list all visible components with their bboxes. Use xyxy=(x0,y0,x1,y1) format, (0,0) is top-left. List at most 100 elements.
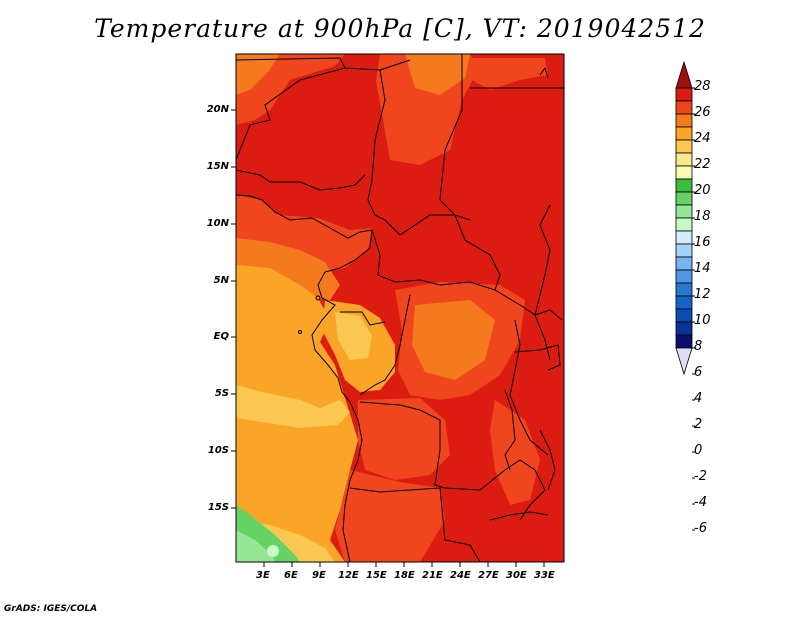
field-atlantic-light-band xyxy=(236,385,350,428)
border-angola-namibia xyxy=(349,487,471,546)
border-drc-congo xyxy=(359,294,411,396)
colorbar-label: -2 xyxy=(694,469,707,484)
border-mauritania xyxy=(236,57,346,161)
colorbar-label: 0 xyxy=(694,443,703,458)
colorbar-label: 26 xyxy=(694,105,711,120)
grads-credit: GrADS: IGES/COLA xyxy=(4,604,98,614)
border-drc-east xyxy=(509,319,549,456)
colorbar-swatch xyxy=(675,282,693,297)
lon-label: 27E xyxy=(478,570,499,581)
sao-tome-island xyxy=(298,330,302,334)
field-nw-light xyxy=(236,54,280,95)
border-malawi xyxy=(539,429,556,491)
colorbar-label: 8 xyxy=(694,339,703,354)
colorbar-label: 22 xyxy=(694,157,711,172)
colorbar-swatch xyxy=(675,334,693,349)
colorbar-label: 24 xyxy=(694,131,711,146)
field-north-light xyxy=(405,54,470,95)
chart-title: Temperature at 900hPa [C], VT: 201904251… xyxy=(94,14,706,43)
colorbar-swatch xyxy=(675,178,693,193)
colorbar-label: 10 xyxy=(694,313,711,328)
colorbar-swatch xyxy=(675,100,693,115)
colorbar-label: -6 xyxy=(694,521,707,536)
colorbar-swatch xyxy=(675,204,693,219)
colorbar-label: 2 xyxy=(694,417,703,432)
border-congo-north xyxy=(371,229,536,316)
colorbar-label: -4 xyxy=(694,495,707,510)
colorbar-swatch xyxy=(675,217,693,232)
lat-label: 10S xyxy=(207,445,229,456)
lon-label: 15E xyxy=(366,570,387,581)
colorbar-swatch xyxy=(675,295,693,310)
lon-label: 33E xyxy=(534,570,555,581)
colorbar-swatch xyxy=(675,321,693,336)
sinai-coast xyxy=(539,66,549,79)
colorbar-swatch xyxy=(675,126,693,141)
lat-label: 15S xyxy=(207,502,229,513)
colorbar-bottom-triangle xyxy=(675,347,693,376)
colorbar-label: 4 xyxy=(694,391,703,406)
border-tanganyika xyxy=(504,389,516,471)
lon-label: 3E xyxy=(256,570,270,581)
field-ne-orange xyxy=(470,58,548,90)
colorbar-label: 12 xyxy=(694,287,711,302)
lon-label: 9E xyxy=(312,570,326,581)
colorbar-swatch xyxy=(675,230,693,245)
colorbar-label: 20 xyxy=(694,183,711,198)
border-uganda xyxy=(534,309,563,321)
colorbar-swatch xyxy=(675,139,693,154)
lat-label: 10N xyxy=(206,218,229,229)
colorbar-swatch xyxy=(675,269,693,284)
colorbar-swatch xyxy=(675,87,693,102)
country-borders xyxy=(236,54,564,562)
lat-label: 5S xyxy=(214,388,229,399)
field-gabon-light xyxy=(335,312,372,360)
colorbar-swatch xyxy=(675,243,693,258)
colorbar-label: 16 xyxy=(694,235,711,250)
border-botswana xyxy=(469,544,481,562)
lon-label: 6E xyxy=(284,570,298,581)
lon-label: 24E xyxy=(450,570,471,581)
colorbar-label: 6 xyxy=(694,365,703,380)
border-drc-angola xyxy=(359,401,446,489)
field-east-orange xyxy=(490,400,540,505)
colorbar-swatch xyxy=(675,191,693,206)
border-south-sudan-east xyxy=(534,204,551,361)
lon-label: 21E xyxy=(422,570,443,581)
temperature-field xyxy=(236,54,564,562)
border-chad-sudan xyxy=(439,54,471,221)
lon-label: 30E xyxy=(506,570,527,581)
lat-label: 5N xyxy=(213,275,229,286)
colorbar-swatch xyxy=(675,113,693,128)
colorbar-label: 14 xyxy=(694,261,711,276)
field-sw-lightgreen xyxy=(236,530,275,562)
border-niger-chad xyxy=(367,69,386,221)
border-algeria xyxy=(344,59,411,71)
colorbar-label: 18 xyxy=(694,209,711,224)
field-angola xyxy=(358,398,450,480)
colorbar-label: 28 xyxy=(694,79,711,94)
colorbar-swatch xyxy=(675,165,693,180)
colorbar xyxy=(675,60,695,531)
colorbar-swatch xyxy=(675,308,693,323)
colorbar-swatch xyxy=(675,256,693,271)
border-zambia xyxy=(444,459,546,521)
map-frame xyxy=(235,53,565,563)
border-kenya-lake xyxy=(514,344,561,371)
border-car xyxy=(384,214,501,291)
colorbar-top-triangle xyxy=(675,60,693,89)
lat-label: 20N xyxy=(206,104,229,115)
border-zimbabwe xyxy=(489,511,549,521)
border-sahel xyxy=(236,169,366,191)
lat-label: 15N xyxy=(206,161,229,172)
axis-ticks xyxy=(231,109,545,567)
field-sw-pale xyxy=(267,545,279,557)
lon-label: 18E xyxy=(394,570,415,581)
border-gabon xyxy=(340,311,386,326)
bioko-island xyxy=(315,295,321,301)
field-congo-light xyxy=(412,300,495,380)
field-namibia xyxy=(335,470,445,562)
coastline xyxy=(236,194,373,562)
field-gulf-band xyxy=(236,238,340,300)
